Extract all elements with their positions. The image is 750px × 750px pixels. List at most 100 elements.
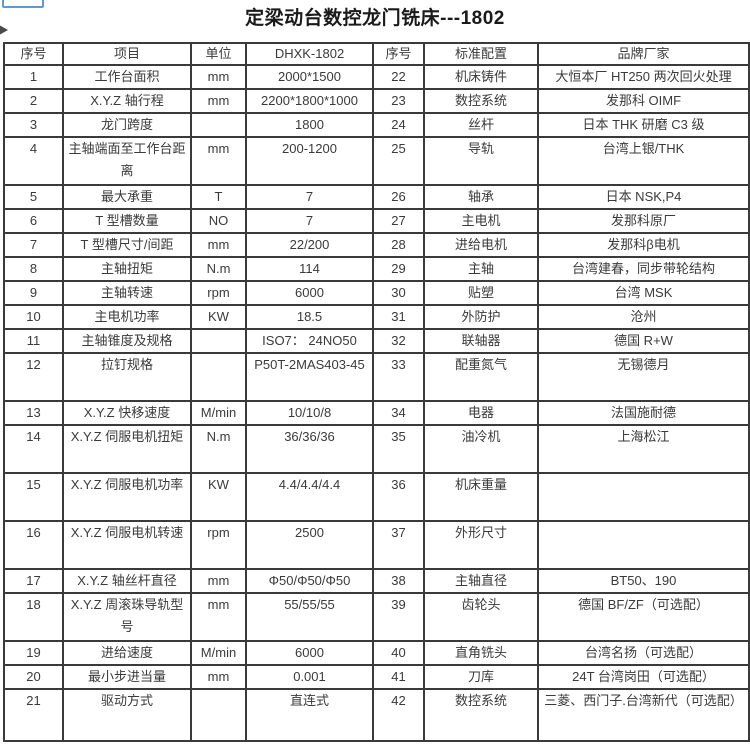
- cell-no: 4: [3, 136, 64, 186]
- header-model: DHXK-1802: [245, 42, 374, 66]
- cell-config: 联轴器: [423, 328, 539, 354]
- cell-brand: 德国 R+W: [537, 328, 750, 354]
- cell-brand: 无锡德月: [537, 352, 750, 402]
- cell-no: 8: [3, 256, 64, 282]
- cell-item: 主轴转速: [62, 280, 192, 306]
- cell-unit: mm: [190, 232, 247, 258]
- cell-no2: 32: [372, 328, 425, 354]
- cell-config: 齿轮头: [423, 592, 539, 642]
- cell-value: 36/36/36: [245, 424, 374, 474]
- cell-item: 驱动方式: [62, 688, 192, 742]
- cell-value: 6000: [245, 280, 374, 306]
- cell-no: 11: [3, 328, 64, 354]
- cell-value: 200-1200: [245, 136, 374, 186]
- cell-config: 外形尺寸: [423, 520, 539, 570]
- cell-brand: 发那科 OIMF: [537, 88, 750, 114]
- cell-item: X.Y.Z 轴丝杆直径: [62, 568, 192, 594]
- cell-brand: 大恒本厂 HT250 两次回火处理: [537, 64, 750, 90]
- cell-config: 机床重量: [423, 472, 539, 522]
- header-unit: 单位: [190, 42, 247, 66]
- cell-item: T 型槽数量: [62, 208, 192, 234]
- cell-brand: 日本 NSK,P4: [537, 184, 750, 210]
- cell-brand: 发那科原厂: [537, 208, 750, 234]
- cell-no: 13: [3, 400, 64, 426]
- table-row: 9 主轴转速 rpm 6000 30 贴塑 台湾 MSK: [3, 280, 750, 306]
- cell-unit: [190, 328, 247, 354]
- cell-unit: mm: [190, 592, 247, 642]
- table-row: 3 龙门跨度 1800 24 丝杆 日本 THK 研磨 C3 级: [3, 112, 750, 138]
- cell-no2: 38: [372, 568, 425, 594]
- cell-item: X.Y.Z 伺服电机功率: [62, 472, 192, 522]
- cell-value: 1800: [245, 112, 374, 138]
- cell-no: 12: [3, 352, 64, 402]
- cell-value: 2500: [245, 520, 374, 570]
- cell-brand: 台湾上银/THK: [537, 136, 750, 186]
- cell-brand: 24T 台湾岗田（可选配）: [537, 664, 750, 690]
- cell-unit: NO: [190, 208, 247, 234]
- table-row: 16 X.Y.Z 伺服电机转速 rpm 2500 37 外形尺寸: [3, 520, 750, 570]
- header-no2: 序号: [372, 42, 425, 66]
- cell-item: X.Y.Z 快移速度: [62, 400, 192, 426]
- cell-unit: KW: [190, 304, 247, 330]
- cell-config: 主轴: [423, 256, 539, 282]
- cell-unit: rpm: [190, 280, 247, 306]
- cell-unit: [190, 112, 247, 138]
- page-title: 定梁动台数控龙门铣床---1802: [245, 8, 505, 29]
- cell-no2: 22: [372, 64, 425, 90]
- cell-item: 工作台面积: [62, 64, 192, 90]
- cell-unit: mm: [190, 664, 247, 690]
- cell-config: 配重氮气: [423, 352, 539, 402]
- cell-brand: 台湾建春，同步带轮结构: [537, 256, 750, 282]
- cell-item: X.Y.Z 伺服电机扭矩: [62, 424, 192, 474]
- cell-no: 17: [3, 568, 64, 594]
- table-row: 8 主轴扭矩 N.m 114 29 主轴 台湾建春，同步带轮结构: [3, 256, 750, 282]
- cell-value: 55/55/55: [245, 592, 374, 642]
- table-row: 14 X.Y.Z 伺服电机扭矩 N.m 36/36/36 35 油冷机 上海松江: [3, 424, 750, 474]
- cell-no2: 25: [372, 136, 425, 186]
- cell-item: 主电机功率: [62, 304, 192, 330]
- table-row: 7 T 型槽尺寸/间距 mm 22/200 28 进给电机 发那科β电机: [3, 232, 750, 258]
- cell-unit: [190, 688, 247, 742]
- table-row: 17 X.Y.Z 轴丝杆直径 mm Φ50/Φ50/Φ50 38 主轴直径 BT…: [3, 568, 750, 594]
- table-row: 10 主电机功率 KW 18.5 31 外防护 沧州: [3, 304, 750, 330]
- selection-handle-artifact: [2, 0, 44, 8]
- cell-unit: N.m: [190, 256, 247, 282]
- table-row: 6 T 型槽数量 NO 7 27 主电机 发那科原厂: [3, 208, 750, 234]
- table-row: 2 X.Y.Z 轴行程 mm 2200*1800*1000 23 数控系统 发那…: [3, 88, 750, 114]
- cell-brand: 台湾 MSK: [537, 280, 750, 306]
- table-row: 15 X.Y.Z 伺服电机功率 KW 4.4/4.4/4.4 36 机床重量: [3, 472, 750, 522]
- cell-unit: M/min: [190, 640, 247, 666]
- cell-value: 6000: [245, 640, 374, 666]
- cell-config: 油冷机: [423, 424, 539, 474]
- cell-brand: 日本 THK 研磨 C3 级: [537, 112, 750, 138]
- cell-brand: 沧州: [537, 304, 750, 330]
- cell-config: 轴承: [423, 184, 539, 210]
- cell-value: 114: [245, 256, 374, 282]
- cell-brand: 德国 BF/ZF（可选配）: [537, 592, 750, 642]
- cell-brand: 台湾名扬（可选配）: [537, 640, 750, 666]
- cell-no2: 42: [372, 688, 425, 742]
- cell-no: 15: [3, 472, 64, 522]
- cell-item: X.Y.Z 伺服电机转速: [62, 520, 192, 570]
- cell-no: 18: [3, 592, 64, 642]
- cell-no: 5: [3, 184, 64, 210]
- cell-no2: 36: [372, 472, 425, 522]
- header-brand: 品牌厂家: [537, 42, 750, 66]
- header-row: 序号 项目 单位 DHXK-1802 序号 标准配置 品牌厂家: [3, 42, 750, 66]
- cell-brand: 上海松江: [537, 424, 750, 474]
- header-item: 项目: [62, 42, 192, 66]
- cell-no: 21: [3, 688, 64, 742]
- cell-value: 22/200: [245, 232, 374, 258]
- cell-item: T 型槽尺寸/间距: [62, 232, 192, 258]
- cell-no2: 37: [372, 520, 425, 570]
- cell-no2: 40: [372, 640, 425, 666]
- cell-no2: 23: [372, 88, 425, 114]
- cursor-artifact: [0, 25, 8, 35]
- table-row: 5 最大承重 T 7 26 轴承 日本 NSK,P4: [3, 184, 750, 210]
- cell-unit: M/min: [190, 400, 247, 426]
- cell-no: 3: [3, 112, 64, 138]
- cell-config: 机床铸件: [423, 64, 539, 90]
- cell-item: 主轴端面至工作台距离: [62, 136, 192, 186]
- cell-no2: 28: [372, 232, 425, 258]
- cell-no2: 26: [372, 184, 425, 210]
